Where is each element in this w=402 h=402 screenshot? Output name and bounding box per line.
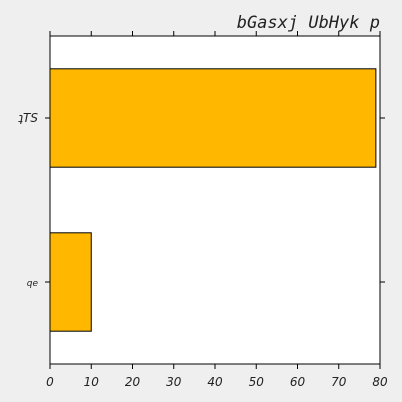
y-tick-label: qe [27, 279, 39, 289]
x-tick-label: 0 [46, 375, 54, 389]
chart-title: bGasxj UbHyk p [237, 13, 380, 33]
x-tick-label: 20 [125, 375, 141, 389]
x-tick-label: 10 [84, 375, 100, 389]
bar-1 [49, 232, 92, 332]
x-axis: 0 10 20 30 40 50 60 70 80 [46, 31, 388, 389]
x-tick-label: 60 [290, 375, 306, 389]
bar-0 [49, 68, 377, 168]
bars-group [49, 68, 377, 332]
x-tick-label: 40 [207, 375, 223, 389]
x-tick-label: 70 [331, 375, 347, 389]
y-tick-label: ʇTS [17, 111, 38, 125]
y-axis: ʇTS qe [17, 111, 385, 289]
x-tick-label: 50 [249, 375, 265, 389]
x-tick-label: 30 [166, 375, 182, 389]
x-tick-label: 80 [372, 375, 388, 389]
